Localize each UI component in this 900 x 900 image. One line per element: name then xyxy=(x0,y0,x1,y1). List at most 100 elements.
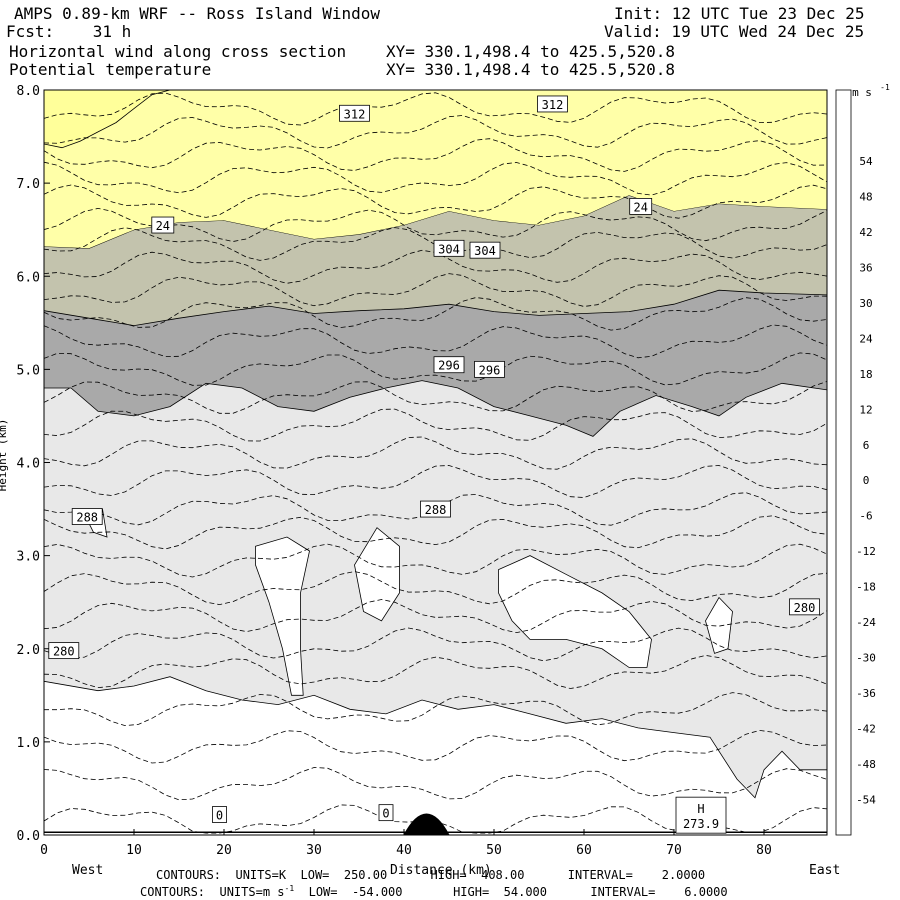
colorbar: 54 48 42 36 30 24 18 12 6 0 -6 -12 -18 -24 -30 -36 -42 -4… xyxy=(835,83,890,836)
colorbar-tick-5: 30 xyxy=(859,297,872,310)
y-axis-label: Height (km) xyxy=(0,419,9,492)
axes: 0 10 20 30 40 50 60 70 800.01.02.03.04.05.06.07.… xyxy=(0,84,840,878)
colorbar-tick-6: 24 xyxy=(859,332,873,345)
colorbar-tick-4: 36 xyxy=(859,261,872,274)
y-tick-label-2: 2.0 xyxy=(17,643,40,658)
wind-label-4: 0 xyxy=(382,807,389,821)
colorbar-tick-18: -48 xyxy=(856,758,876,771)
colorbar-tick-3: 42 xyxy=(859,226,872,239)
wind-label-1: 24 xyxy=(156,219,170,233)
colorbar-units: m s xyxy=(852,86,872,99)
theta-contour-21 xyxy=(44,227,827,261)
west-label: West xyxy=(72,863,103,878)
x-tick-label-7: 70 xyxy=(666,843,682,858)
colorbar-tick-10: 0 xyxy=(863,474,870,487)
colorbar-frame xyxy=(835,89,852,836)
contour-info-wind-exp: -1 xyxy=(284,884,295,893)
theta-label-10-box xyxy=(789,598,820,616)
x-tick-label-8: 80 xyxy=(756,843,772,858)
colorbar-tick-2: 48 xyxy=(859,190,872,203)
x-tick-label-5: 50 xyxy=(486,843,502,858)
theta-contour-18 xyxy=(44,297,827,331)
weak-wind-pocket-3 xyxy=(498,555,652,668)
theta-label-9: 280 xyxy=(53,645,75,659)
colorbar-tick-11: -6 xyxy=(859,510,872,523)
theta-contour-24 xyxy=(44,161,827,196)
colorbar-tick-17: -42 xyxy=(856,723,876,736)
theta-label-1-box xyxy=(339,104,370,122)
theta-label-4: 304 xyxy=(474,244,496,258)
y-tick-label-7: 7.0 xyxy=(17,177,40,192)
contour-info-theta: CONTOURS: UNITS=K LOW= 250.00 HIGH= 408.… xyxy=(156,868,706,882)
colorbar-tick-9: 6 xyxy=(863,439,870,452)
theta-contour-5 xyxy=(44,654,827,689)
theta-label-9-box xyxy=(48,642,80,660)
east-label: East xyxy=(809,863,840,878)
plot-area xyxy=(44,90,827,835)
x-tick-label-0: 0 xyxy=(40,843,48,858)
theta-contour-19 xyxy=(44,273,827,307)
y-tick-label-6: 6.0 xyxy=(17,270,40,285)
theta-label-4-box xyxy=(469,241,501,259)
init-time: Init: 12 UTC Tue 23 Dec 25 xyxy=(614,4,865,23)
theta-label-5-box xyxy=(433,356,465,374)
weak-wind-pocket-2 xyxy=(354,527,400,622)
theta-contour-2 xyxy=(44,767,827,801)
contour-info-wind-range: LOW= -54.000 HIGH= 54.000 INTERVAL= 6.00… xyxy=(294,885,728,899)
colorbar-tick-19: -54 xyxy=(856,794,876,807)
xy-range-1: XY= 330.1,498.4 to 425.5,520.8 xyxy=(386,42,675,61)
theta-contour-27 xyxy=(44,92,827,126)
theta-contour-23 xyxy=(44,184,827,219)
theta-label-10: 280 xyxy=(794,601,816,615)
weak-wind-low-region xyxy=(44,676,827,835)
chart-title: AMPS 0.89-km WRF -- Ross Island Window xyxy=(14,4,381,23)
field-wind-label: Horizontal wind along cross section xyxy=(9,42,347,61)
theta-contour-9 xyxy=(44,543,827,578)
theta-label-2: 312 xyxy=(542,98,564,112)
colorbar-tick-13: -18 xyxy=(856,581,876,594)
theta-contour-15 xyxy=(44,381,827,414)
colorbar-tick-12: -12 xyxy=(856,545,876,558)
x-tick-label-6: 60 xyxy=(576,843,592,858)
theta-label-7: 288 xyxy=(425,503,447,517)
valid-time: Valid: 19 UTC Wed 24 Dec 25 xyxy=(604,22,865,41)
x-tick-label-1: 10 xyxy=(126,843,142,858)
wind-band-max xyxy=(44,90,404,149)
theta-contour-14 xyxy=(44,408,827,442)
theta-contour-10 xyxy=(44,515,827,550)
x-tick-label-3: 30 xyxy=(306,843,322,858)
high-marker-value: 273.9 xyxy=(683,817,719,831)
contour-info-wind-units: CONTOURS: UNITS=m s xyxy=(140,885,285,899)
wind-label-2: 24 xyxy=(633,200,647,214)
theta-label-3-box xyxy=(433,239,465,257)
theta-label-3: 304 xyxy=(438,242,460,256)
theta-label-8: 288 xyxy=(76,511,98,525)
colorbar-tick-8: 12 xyxy=(859,403,872,416)
theta-contour-26 xyxy=(44,115,827,149)
colorbar-units-exp: -1 xyxy=(880,83,890,92)
theta-contour-25 xyxy=(44,138,827,172)
forecast-hour: Fcst: 31 h xyxy=(6,22,132,41)
wind-band-yellow xyxy=(44,90,827,249)
colorbar-tick-16: -36 xyxy=(856,687,876,700)
colorbar-tick-7: 18 xyxy=(859,368,872,381)
y-tick-label-8: 8.0 xyxy=(17,84,40,99)
theta-label-7-box xyxy=(420,500,451,518)
theta-contour-13 xyxy=(44,436,827,470)
wind-label-2-box xyxy=(629,198,653,215)
theta-contour-22 xyxy=(44,207,827,242)
y-tick-label-5: 5.0 xyxy=(17,363,40,378)
field-theta-label: Potential temperature xyxy=(9,60,212,79)
colorbar-tick-15: -30 xyxy=(856,652,876,665)
colorbar-tick-14: -24 xyxy=(856,616,876,629)
wind-label-1-box xyxy=(151,216,175,234)
theta-contour-16 xyxy=(44,352,827,386)
x-axis-label: Distance (km) xyxy=(390,863,492,878)
theta-label-6-box xyxy=(474,360,505,378)
theta-label-2-box xyxy=(537,95,568,113)
colorbar-tick-1: 54 xyxy=(859,155,873,168)
high-marker-box xyxy=(675,796,727,834)
wind-label-3-box xyxy=(212,806,227,823)
theta-contour-4 xyxy=(44,692,827,727)
theta-contour-8 xyxy=(44,571,827,606)
